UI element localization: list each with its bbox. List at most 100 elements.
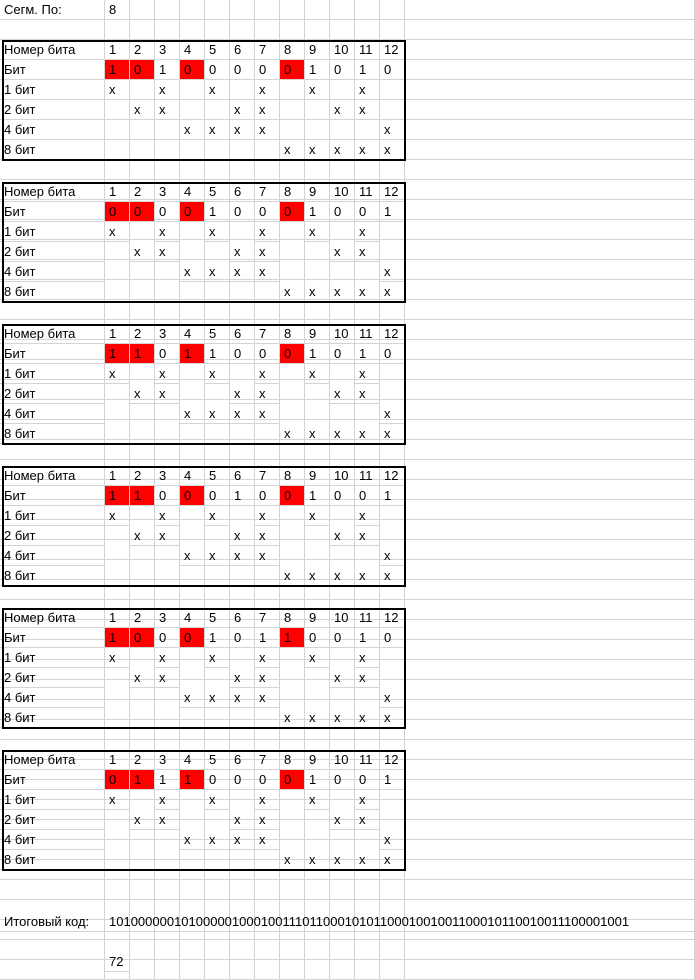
bit-value-cell[interactable]: 1 (305, 344, 330, 364)
bit-number-cell[interactable]: 12 (380, 182, 405, 202)
bit-number-cell[interactable]: 12 (380, 608, 405, 628)
coverage-mark[interactable]: x (305, 140, 330, 160)
parity-bit-cell[interactable]: 0 (180, 202, 205, 222)
empty-cell[interactable] (330, 580, 355, 600)
empty-cell[interactable] (0, 300, 105, 320)
bit-value-cell[interactable]: 0 (380, 344, 405, 364)
parity-bit-cell[interactable]: 1 (105, 344, 130, 364)
bit-number-cell[interactable]: 11 (355, 608, 380, 628)
check-row-label[interactable]: 1 бит (0, 80, 105, 100)
empty-cell[interactable] (205, 160, 230, 180)
coverage-mark[interactable]: x (305, 790, 330, 810)
coverage-mark[interactable]: x (255, 80, 280, 100)
empty-cell[interactable] (330, 440, 355, 460)
empty-cell[interactable] (405, 140, 695, 160)
parity-bit-cell[interactable]: 1 (130, 344, 155, 364)
coverage-mark[interactable]: x (280, 566, 305, 586)
coverage-mark[interactable]: x (330, 850, 355, 870)
empty-cell[interactable] (355, 120, 380, 140)
parity-bit-cell[interactable]: 0 (280, 202, 305, 222)
bit-value-cell[interactable]: 0 (155, 486, 180, 506)
empty-cell[interactable] (280, 260, 305, 280)
bit-number-cell[interactable]: 6 (230, 324, 255, 344)
bit-value-cell[interactable]: 1 (355, 628, 380, 648)
empty-cell[interactable] (405, 640, 695, 660)
empty-cell[interactable] (280, 660, 305, 680)
check-row-label[interactable]: 2 бит (0, 100, 105, 120)
coverage-mark[interactable]: x (205, 546, 230, 566)
empty-cell[interactable] (180, 280, 205, 300)
empty-cell[interactable] (130, 780, 155, 800)
empty-cell[interactable] (380, 580, 405, 600)
empty-cell[interactable] (405, 660, 695, 680)
parity-bit-cell[interactable]: 1 (130, 486, 155, 506)
empty-cell[interactable] (305, 800, 330, 820)
coverage-mark[interactable]: x (355, 668, 380, 688)
empty-cell[interactable] (230, 420, 255, 440)
parity-bit-cell[interactable]: 0 (180, 628, 205, 648)
empty-cell[interactable] (130, 720, 155, 740)
bit-number-cell[interactable]: 7 (255, 324, 280, 344)
coverage-mark[interactable]: x (155, 100, 180, 120)
empty-cell[interactable] (105, 20, 130, 40)
empty-cell[interactable] (305, 940, 330, 960)
empty-cell[interactable] (330, 160, 355, 180)
bit-number-cell[interactable]: 7 (255, 466, 280, 486)
empty-cell[interactable] (380, 240, 405, 260)
empty-cell[interactable] (380, 300, 405, 320)
empty-cell[interactable] (230, 880, 255, 900)
empty-cell[interactable] (130, 900, 155, 920)
empty-cell[interactable] (305, 160, 330, 180)
coverage-mark[interactable]: x (305, 850, 330, 870)
bit-number-cell[interactable]: 7 (255, 182, 280, 202)
coverage-mark[interactable]: x (355, 282, 380, 302)
bit-value-cell[interactable]: 1 (380, 486, 405, 506)
empty-cell[interactable] (180, 920, 205, 940)
bit-number-cell[interactable]: 6 (230, 608, 255, 628)
coverage-mark[interactable]: x (230, 242, 255, 262)
empty-cell[interactable] (180, 900, 205, 920)
empty-cell[interactable] (230, 280, 255, 300)
empty-cell[interactable] (305, 20, 330, 40)
bit-row-label[interactable]: Бит (0, 486, 105, 506)
coverage-mark[interactable]: x (380, 424, 405, 444)
bit-row-label[interactable]: Бит (0, 344, 105, 364)
empty-cell[interactable] (405, 740, 695, 760)
empty-cell[interactable] (180, 0, 205, 20)
coverage-mark[interactable]: x (380, 546, 405, 566)
empty-cell[interactable] (230, 960, 255, 980)
bit-number-cell[interactable]: 8 (280, 182, 305, 202)
empty-cell[interactable] (180, 640, 205, 660)
empty-cell[interactable] (355, 20, 380, 40)
empty-cell[interactable] (155, 260, 180, 280)
empty-cell[interactable] (380, 20, 405, 40)
empty-cell[interactable] (205, 520, 230, 540)
empty-cell[interactable] (105, 860, 130, 880)
bit-value-cell[interactable]: 0 (355, 202, 380, 222)
empty-cell[interactable] (230, 860, 255, 880)
empty-cell[interactable] (130, 20, 155, 40)
empty-cell[interactable] (130, 300, 155, 320)
coverage-mark[interactable]: x (205, 222, 230, 242)
coverage-mark[interactable]: x (380, 688, 405, 708)
parity-bit-cell[interactable]: 0 (280, 770, 305, 790)
bit-value-cell[interactable]: 1 (305, 770, 330, 790)
coverage-mark[interactable]: x (330, 282, 355, 302)
coverage-mark[interactable]: x (105, 364, 130, 384)
empty-cell[interactable] (0, 20, 105, 40)
bit-value-cell[interactable]: 0 (230, 60, 255, 80)
empty-cell[interactable] (130, 960, 155, 980)
empty-cell[interactable] (230, 780, 255, 800)
bit-value-cell[interactable]: 0 (255, 344, 280, 364)
empty-cell[interactable] (130, 920, 155, 940)
bit-number-header[interactable]: Номер бита (0, 608, 105, 628)
coverage-mark[interactable]: x (155, 790, 180, 810)
empty-cell[interactable] (255, 580, 280, 600)
empty-cell[interactable] (205, 940, 230, 960)
empty-cell[interactable] (355, 960, 380, 980)
coverage-mark[interactable]: x (255, 364, 280, 384)
empty-cell[interactable] (230, 720, 255, 740)
parity-bit-cell[interactable]: 1 (105, 486, 130, 506)
empty-cell[interactable] (280, 240, 305, 260)
empty-cell[interactable] (380, 920, 405, 940)
